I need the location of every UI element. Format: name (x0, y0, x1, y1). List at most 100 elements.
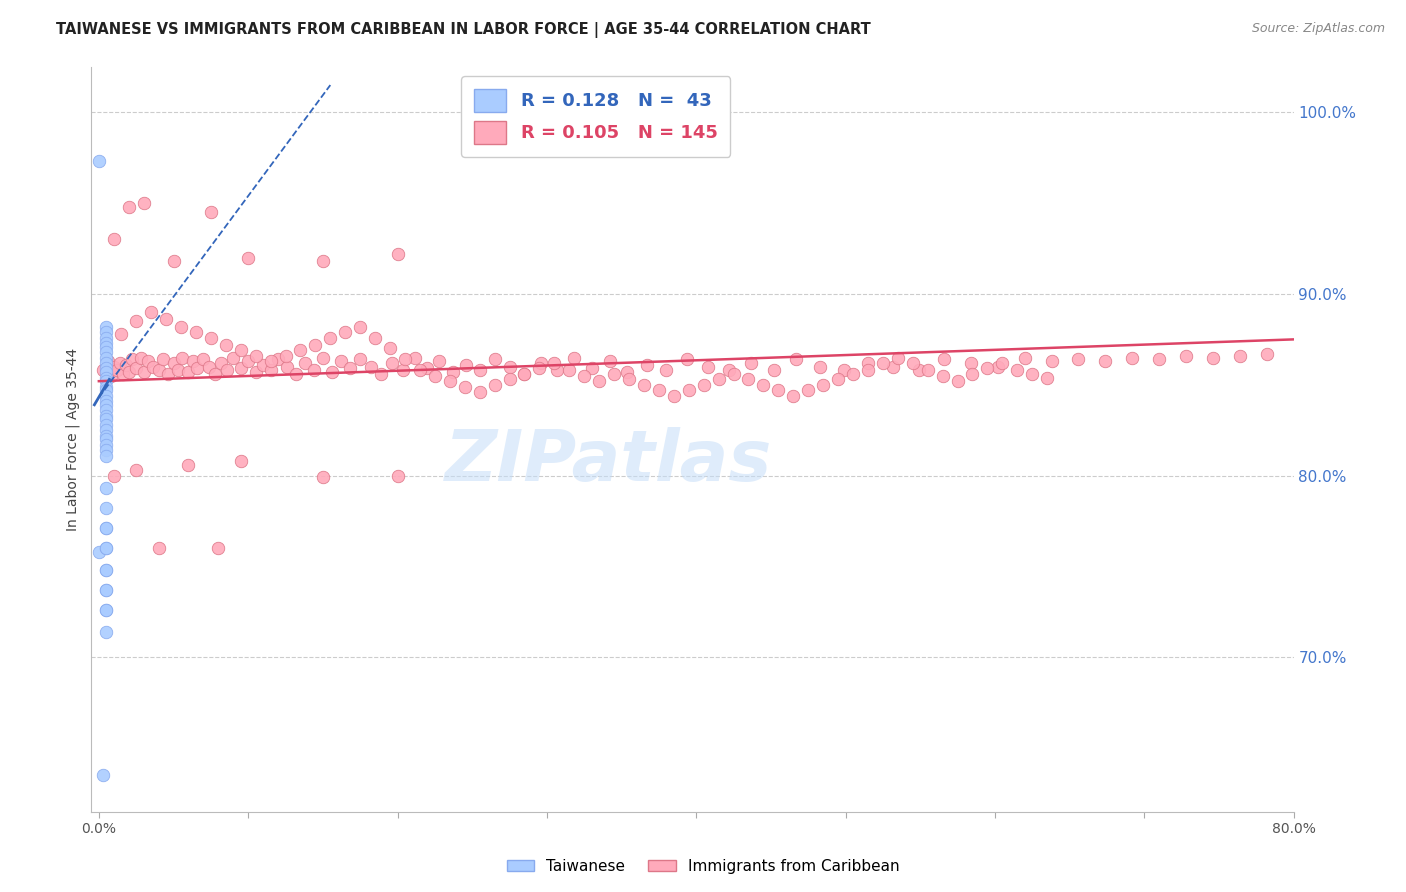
Point (901, 356, 924, 370)
Point (118, 200, 141, 214)
Point (294, 356, 316, 370)
Point (148, 541, 170, 556)
Point (132, 365, 155, 379)
Point (114, 358, 136, 372)
Point (302, 363, 325, 377)
Point (409, 363, 432, 377)
Point (96, 563, 118, 577)
Point (96, 345, 118, 359)
Point (319, 330, 342, 344)
Point (808, 359, 831, 374)
Point (581, 361, 603, 376)
Point (136, 354, 159, 368)
Point (723, 367, 745, 381)
Point (108, 356, 131, 370)
Point (96, 351, 118, 365)
Point (484, 352, 506, 367)
Point (423, 368, 446, 383)
Point (588, 374, 610, 388)
Point (558, 363, 581, 377)
Point (441, 365, 464, 379)
Point (572, 368, 595, 383)
Point (139, 305, 162, 319)
Point (599, 354, 621, 368)
Point (96, 330, 118, 344)
Point (1007, 363, 1029, 377)
Point (118, 365, 141, 379)
Point (245, 365, 267, 379)
Point (662, 389, 685, 403)
Text: TAIWANESE VS IMMIGRANTS FROM CARIBBEAN IN LABOR FORCE | AGE 35-44 CORRELATION CH: TAIWANESE VS IMMIGRANTS FROM CARIBBEAN I… (56, 22, 870, 38)
Point (96, 325, 118, 339)
Point (229, 361, 252, 376)
Point (96, 374, 118, 388)
Point (222, 351, 245, 365)
Point (96, 603, 118, 617)
Point (96, 403, 118, 417)
Point (1121, 351, 1143, 365)
Point (513, 367, 536, 381)
Point (96, 412, 118, 426)
Point (259, 354, 281, 368)
Point (96, 417, 118, 432)
Point (1067, 352, 1090, 367)
Point (991, 356, 1014, 370)
Point (872, 356, 894, 370)
Point (530, 356, 553, 370)
Point (96, 361, 118, 376)
Point (200, 205, 222, 219)
Point (707, 372, 730, 386)
Point (960, 356, 983, 370)
Point (636, 358, 658, 372)
Point (335, 325, 357, 339)
Point (349, 352, 371, 367)
Point (312, 254, 335, 268)
Point (312, 351, 335, 365)
Point (1014, 351, 1036, 365)
Point (110, 326, 132, 341)
Point (546, 363, 568, 377)
Point (96, 356, 118, 370)
Point (121, 352, 143, 367)
Point (617, 372, 640, 386)
Point (96, 541, 118, 556)
Point (97, 354, 120, 368)
Point (454, 379, 477, 393)
Point (96, 563, 118, 577)
Point (1036, 370, 1059, 384)
Point (387, 247, 409, 261)
Point (603, 367, 626, 381)
Point (312, 470, 335, 484)
Point (697, 359, 720, 374)
Point (167, 363, 190, 377)
Point (1021, 367, 1043, 381)
Point (484, 377, 506, 392)
Point (427, 354, 450, 368)
Point (96, 443, 118, 458)
Point (96, 423, 118, 437)
Point (96, 340, 118, 354)
Legend: R = 0.128   N =  43, R = 0.105   N = 145: R = 0.128 N = 43, R = 0.105 N = 145 (461, 76, 730, 157)
Point (976, 361, 998, 376)
Point (91, 768, 114, 782)
Point (96, 521, 118, 535)
Point (96, 319, 118, 334)
Point (842, 367, 865, 381)
Point (364, 330, 387, 344)
Point (204, 367, 226, 381)
Point (562, 351, 585, 365)
Point (329, 354, 352, 368)
Point (349, 319, 371, 334)
Point (882, 359, 904, 374)
Point (468, 385, 491, 400)
Point (103, 359, 125, 374)
Point (1040, 354, 1063, 368)
Point (304, 338, 326, 352)
Point (267, 352, 290, 367)
Point (856, 363, 879, 377)
Point (752, 377, 775, 392)
Point (785, 352, 807, 367)
Point (177, 458, 200, 472)
Point (96, 409, 118, 423)
Point (96, 449, 118, 463)
